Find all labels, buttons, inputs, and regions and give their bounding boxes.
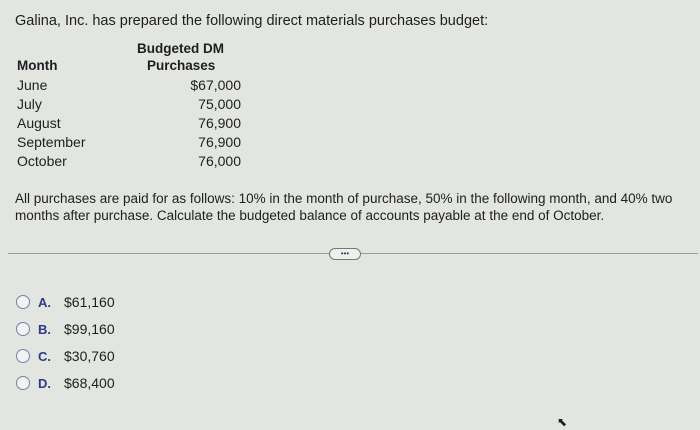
option-value: $30,760 [64,348,115,364]
mouse-cursor-icon: ⬉ [557,415,568,429]
month-cell: July [17,96,42,112]
option-value: $61,160 [64,294,115,310]
month-cell: October [17,153,67,169]
option-b[interactable]: B. $99,160 [16,321,115,337]
option-letter: C. [38,348,51,364]
radio-icon[interactable] [16,349,30,363]
value-cell: 75,000 [198,96,241,112]
radio-icon[interactable] [16,376,30,390]
month-cell: September [17,134,86,150]
question-prompt: All purchases are paid for as follows: 1… [15,191,673,223]
option-d[interactable]: D. $68,400 [16,375,115,391]
month-cell: June [17,77,48,93]
option-value: $68,400 [64,375,115,391]
value-cell: 76,900 [198,115,241,131]
option-a[interactable]: A. $61,160 [16,294,115,310]
value-cell: 76,000 [198,153,241,169]
option-letter: A. [38,294,51,310]
header-budgeted-dm: Budgeted DM [137,41,224,56]
header-purchases: Purchases [147,58,216,73]
radio-icon[interactable] [16,295,30,309]
option-value: $99,160 [64,321,115,337]
more-button[interactable]: ••• [329,248,361,260]
value-cell: $67,000 [190,77,241,93]
radio-icon[interactable] [16,322,30,336]
option-letter: D. [38,375,51,391]
option-c[interactable]: C. $30,760 [16,348,115,364]
value-cell: 76,900 [198,134,241,150]
header-month: Month [17,58,58,73]
month-cell: August [17,115,61,131]
option-letter: B. [38,321,51,337]
question-intro: Galina, Inc. has prepared the following … [15,13,489,29]
